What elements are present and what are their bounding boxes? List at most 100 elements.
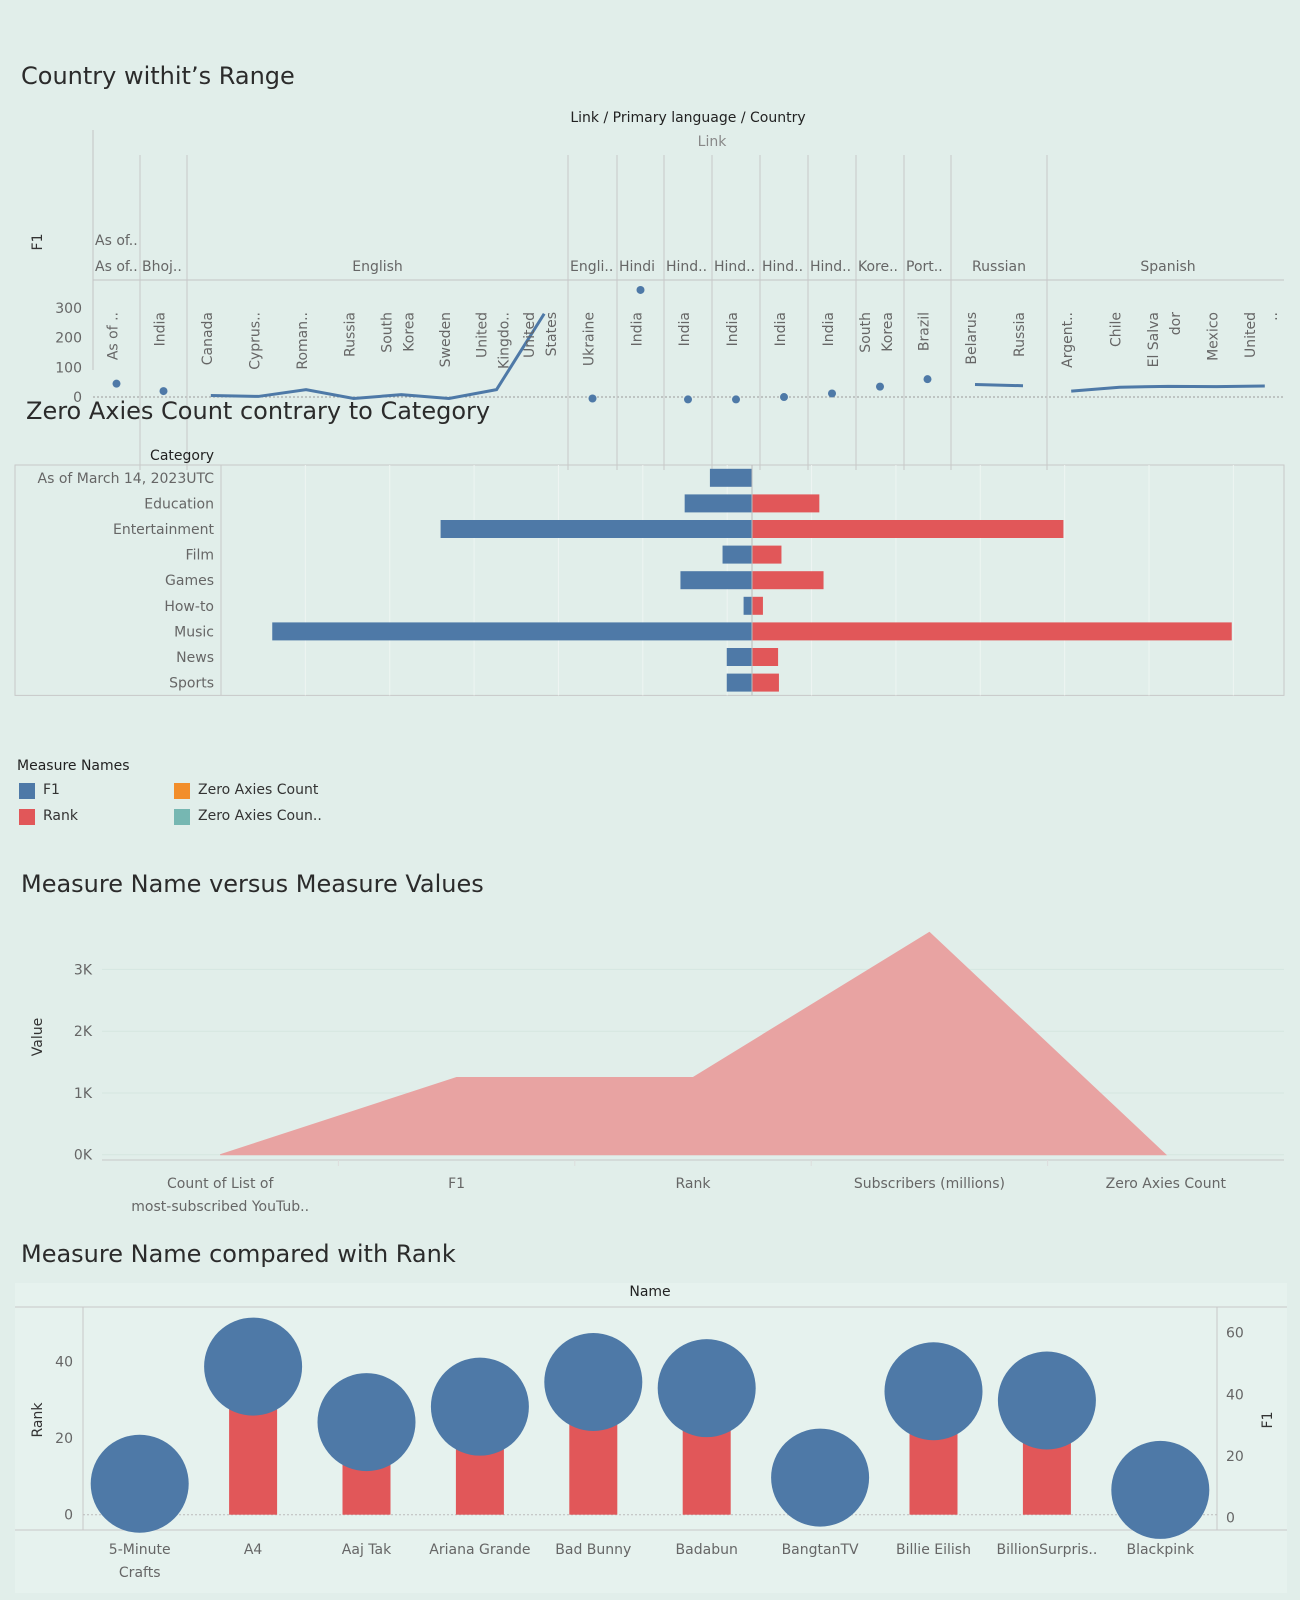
- language-label: Hindi: [619, 259, 655, 275]
- legend-item-zero-axies-count-2[interactable]: Zero Axies Coun..: [172, 808, 372, 826]
- country-label: As of ..: [106, 312, 122, 360]
- country-range-chart: Link / Primary language / Country Link 0 10…: [30, 110, 1284, 470]
- area-series: [220, 931, 1168, 1156]
- language-label: Spanish: [1140, 259, 1195, 275]
- language-label: English: [352, 259, 403, 275]
- country-label: India: [630, 312, 646, 346]
- country-label: India: [725, 312, 741, 346]
- country-label: Russia: [343, 312, 359, 357]
- measure-values-chart: 0K 1K 2K 3K Value Count of List of most-subscr…: [30, 931, 1284, 1215]
- x-tick-label: BillionSurpris..: [996, 1542, 1097, 1558]
- bar-rank: [752, 520, 1064, 538]
- link-header: Link: [698, 134, 728, 150]
- bar-rank: [752, 596, 763, 615]
- bar-rank: [752, 571, 824, 590]
- data-point: [684, 395, 692, 404]
- category-label: Education: [144, 496, 214, 512]
- category-label: As of March 14, 2023UTC: [38, 471, 215, 487]
- country-range-title: Country withit’s Range: [21, 62, 295, 90]
- y-tick-label: 1K: [74, 1086, 93, 1102]
- x-tick-label: Bad Bunny: [555, 1542, 631, 1558]
- bar-rank: [752, 648, 779, 666]
- data-point: [732, 395, 740, 404]
- country-label: United: [475, 312, 491, 358]
- legend-label: Zero Axies Coun..: [198, 808, 322, 824]
- y-tick-label: 0: [73, 390, 82, 406]
- country-label: India: [821, 312, 837, 346]
- category-label: Games: [165, 573, 214, 589]
- plot-frame: [14, 464, 1285, 696]
- legend-item-zero-axies-count[interactable]: Zero Axies Count: [172, 782, 372, 800]
- circle-f1: [430, 1357, 529, 1456]
- x-tick-label: Zero Axies Count: [1106, 1176, 1227, 1192]
- country-label: United: [522, 312, 538, 358]
- x-tick-label: Subscribers (millions): [854, 1176, 1005, 1192]
- x-tick-label: F1: [448, 1176, 465, 1192]
- circle-f1: [204, 1317, 303, 1416]
- data-point: [923, 375, 932, 384]
- y-tick-label: 0: [64, 1508, 73, 1524]
- circle-f1: [997, 1351, 1096, 1450]
- country-label: Argent..: [1060, 312, 1076, 368]
- x-tick-label: A4: [244, 1542, 263, 1558]
- y-tick-label: 40: [55, 1355, 73, 1371]
- circle-f1: [657, 1339, 756, 1438]
- x-tick-label: most-subscribed YouTub..: [131, 1199, 309, 1215]
- x-tick-label: Aaj Tak: [342, 1542, 392, 1558]
- circle-f1: [884, 1342, 983, 1441]
- y2-axis-label: F1: [1260, 1412, 1276, 1429]
- y-tick-label: 3K: [74, 962, 93, 978]
- legend-swatch: [174, 783, 190, 799]
- x-axis-title: Name: [629, 1284, 670, 1300]
- language-label: Hind..: [714, 259, 755, 275]
- category-label: News: [176, 650, 214, 666]
- y-tick-label: 200: [55, 331, 82, 347]
- series-line: [210, 312, 546, 401]
- y2-tick-label: 40: [1226, 1387, 1244, 1403]
- zero-axies-chart: Category As of March 14, 2023UTC Education…: [14, 448, 1285, 696]
- legend-swatch: [174, 809, 190, 825]
- country-label: South: [858, 312, 874, 353]
- country-label: Korea: [401, 312, 417, 352]
- legend-item-f1[interactable]: F1: [17, 782, 217, 800]
- legend-title: Measure Names: [17, 758, 130, 774]
- y-tick-label: 0K: [74, 1148, 93, 1164]
- measure-values-title: Measure Name versus Measure Values: [21, 870, 484, 898]
- x-tick-label: Ariana Grande: [429, 1542, 530, 1558]
- bar-rank: [752, 494, 820, 513]
- x-tick-label: Rank: [676, 1176, 712, 1192]
- x-tick-label: BangtanTV: [782, 1542, 859, 1558]
- legend-label: F1: [43, 782, 60, 798]
- data-point: [876, 382, 884, 391]
- data-point: [588, 394, 597, 403]
- y-axis-title: Category: [150, 448, 214, 464]
- category-label: Film: [186, 548, 214, 564]
- legend-swatch: [19, 809, 35, 825]
- zero-axies-title: Zero Axies Count contrary to Category: [26, 397, 491, 425]
- legend-item-rank[interactable]: Rank: [17, 808, 217, 826]
- country-label: Kingdo..: [497, 312, 513, 369]
- bar-f1: [440, 520, 752, 538]
- bar-rank: [752, 673, 779, 692]
- circle-f1: [317, 1373, 416, 1472]
- category-label: Sports: [169, 676, 214, 692]
- series-line: [1071, 384, 1265, 393]
- bar-f1: [709, 468, 752, 487]
- country-label: dor: [1168, 312, 1184, 335]
- circle-f1: [90, 1434, 189, 1533]
- language-label: Bhoj..: [142, 259, 182, 275]
- y-tick-label: 300: [55, 301, 82, 317]
- country-label: Ukraine: [582, 312, 598, 366]
- bar-rank: [752, 622, 1232, 641]
- country-label: United: [1243, 312, 1259, 358]
- country-label: El Salva: [1146, 312, 1162, 367]
- y-tick-label: 2K: [74, 1024, 93, 1040]
- series-line: [974, 383, 1024, 388]
- country-label: Brazil: [917, 312, 933, 351]
- y-axis-label: Value: [30, 1018, 46, 1056]
- country-label: India: [153, 312, 169, 346]
- y2-tick-label: 0: [1226, 1511, 1235, 1527]
- country-label: Canada: [200, 312, 216, 365]
- language-label: Russian: [972, 259, 1026, 275]
- country-label: South: [379, 312, 395, 353]
